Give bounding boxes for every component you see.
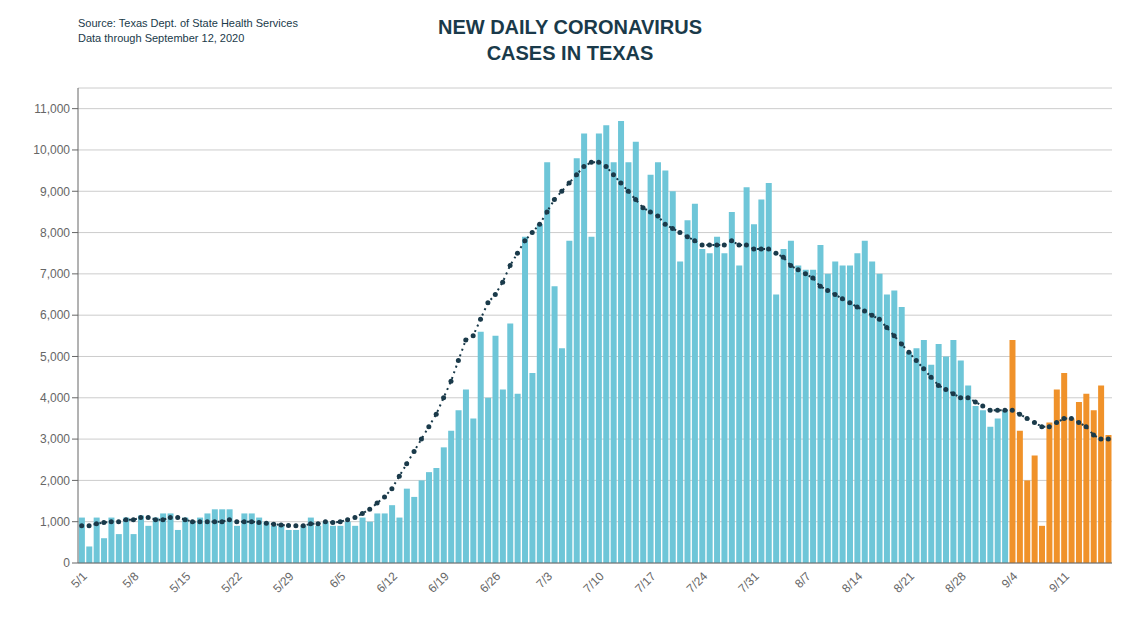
svg-text:5/15: 5/15 [167, 569, 194, 596]
svg-text:6/19: 6/19 [425, 569, 452, 596]
html-text:NEW DAILY CORONAVIRUS: NEW DAILY CORONAVIRUS [437, 16, 702, 38]
svg-text:5/8: 5/8 [120, 569, 142, 591]
svg-text:7/31: 7/31 [736, 569, 763, 596]
svg-text:1,000: 1,000 [40, 515, 70, 529]
svg-text:11,000: 11,000 [34, 102, 70, 116]
html-text:Source: Texas Dept. of State H: Source: Texas Dept. of State Health Serv… [78, 17, 298, 29]
svg-text:4,000: 4,000 [40, 391, 70, 405]
svg-text:8/14: 8/14 [839, 569, 866, 596]
svg-text:9,000: 9,000 [40, 185, 70, 199]
svg-text:9/4: 9/4 [999, 569, 1021, 591]
svg-text:8,000: 8,000 [40, 226, 70, 240]
svg-text:7/24: 7/24 [684, 569, 711, 596]
svg-text:7/17: 7/17 [632, 569, 659, 596]
svg-text:7/3: 7/3 [533, 569, 555, 591]
svg-text:5/29: 5/29 [270, 569, 297, 596]
svg-text:8/7: 8/7 [792, 569, 814, 591]
svg-text:7/10: 7/10 [580, 569, 607, 596]
svg-text:10,000: 10,000 [33, 143, 70, 157]
svg-text:6/12: 6/12 [374, 569, 401, 596]
svg-text:6/5: 6/5 [327, 569, 349, 591]
svg-text:3,000: 3,000 [40, 432, 70, 446]
svg-text:5,000: 5,000 [40, 350, 70, 364]
svg-text:6/26: 6/26 [477, 569, 504, 596]
svg-text:0: 0 [63, 556, 70, 570]
svg-text:9/11: 9/11 [1046, 569, 1072, 595]
svg-text:5/22: 5/22 [219, 569, 246, 596]
html-text:Data through September 12, 202: Data through September 12, 2020 [78, 32, 245, 44]
html-text:CASES IN TEXAS: CASES IN TEXAS [486, 42, 654, 64]
svg-text:7,000: 7,000 [40, 267, 70, 281]
svg-text:8/28: 8/28 [942, 569, 969, 596]
svg-text:6,000: 6,000 [40, 308, 70, 322]
svg-text:8/21: 8/21 [891, 569, 918, 596]
svg-text:5/1: 5/1 [68, 569, 90, 591]
svg-text:2,000: 2,000 [40, 474, 70, 488]
